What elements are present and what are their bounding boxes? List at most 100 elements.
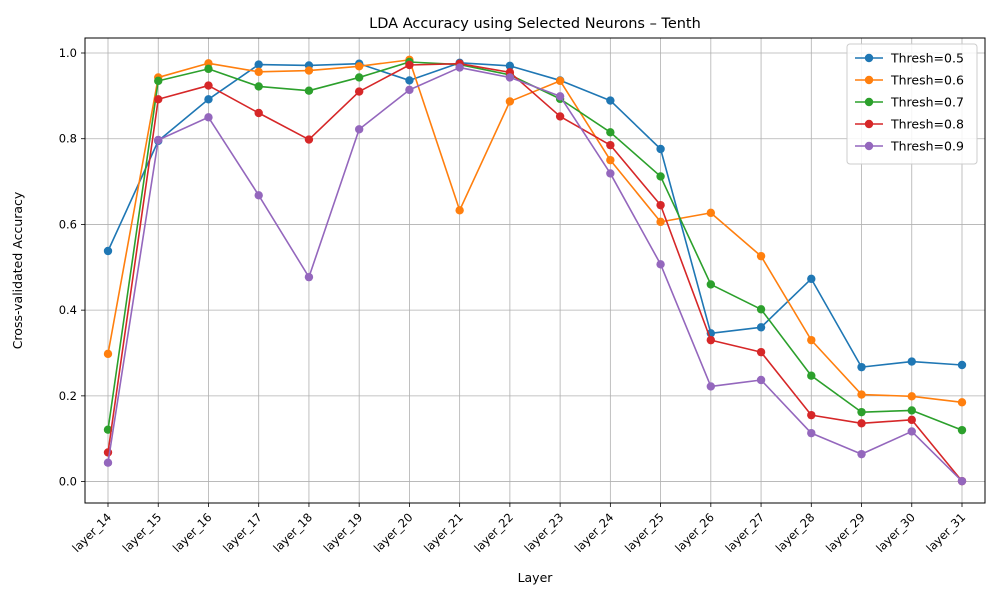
x-tick-label: layer_23 [522,510,567,555]
data-point [254,82,263,91]
data-point [706,208,716,218]
data-point [606,96,615,105]
plot-area-frame [84,37,986,504]
series-1 [103,58,967,372]
x-tick-label: layer_30 [873,510,918,555]
y-axis-ticks: 0.0 0.2 0.4 0.6 0.8 1.0 [59,46,85,489]
legend-label: Thresh=0.8 [890,117,964,132]
series-line [107,59,963,404]
data-point [455,63,464,72]
y-tick-label: 0.4 [59,303,77,317]
data-point [204,95,213,104]
data-point [756,375,766,385]
x-tick-label: layer_20 [371,510,416,555]
data-point [405,85,414,95]
x-tick-label: layer_19 [321,510,366,555]
y-tick-label: 0.8 [59,132,77,146]
x-axis-ticks: layer_14 layer_15 layer_16 layer_17 layer_18… [69,503,968,555]
data-point [405,60,414,70]
data-point [957,398,967,407]
data-point [505,73,515,82]
x-tick-label: layer_29 [823,510,868,555]
data-point [304,135,314,144]
data-point [154,135,163,145]
legend-marker [864,53,874,63]
x-tick-label: layer_17 [220,510,265,555]
legend-marker [864,75,874,85]
data-point [756,251,766,261]
data-point [907,415,916,425]
x-axis-title: Layer [518,570,554,585]
series-4 [103,59,967,486]
data-point [606,169,615,178]
y-tick-label: 0.0 [59,475,77,489]
data-point [455,206,464,215]
data-point [555,112,565,121]
series-3 [103,57,967,435]
data-point [204,113,213,122]
x-tick-label: layer_22 [471,510,516,555]
grid [85,38,985,503]
y-tick-label: 0.2 [59,389,77,403]
data-point [606,155,615,165]
legend-marker [864,119,874,129]
x-tick-label: layer_24 [572,510,617,555]
series-2 [103,55,967,407]
legend-item: Thresh=0.6 [855,73,964,88]
series-5 [103,63,967,486]
data-point [807,428,816,438]
data-point [304,272,314,282]
legend-item: Thresh=0.7 [855,95,964,110]
x-tick-label: layer_18 [270,510,315,555]
data-point [656,260,665,269]
legend: Thresh=0.5 Thresh=0.6 Thresh=0.7 Thresh=0.8… [846,43,978,165]
data-point [405,76,414,85]
data-point [254,108,263,118]
data-point [555,76,565,86]
data-point [103,246,113,256]
data-point [907,392,916,401]
data-point [907,357,916,366]
data-point [103,448,113,457]
data-point [354,73,364,82]
legend-label: Thresh=0.5 [890,51,964,66]
data-point [656,200,665,210]
data-point [254,60,263,69]
data-point [857,390,866,399]
data-point [606,128,615,137]
data-point [756,347,766,357]
series-group [103,55,967,486]
series-line [107,66,963,482]
legend-label: Thresh=0.6 [890,73,964,88]
y-tick-label: 0.6 [59,217,77,231]
data-point [354,62,364,71]
data-point [505,97,515,106]
data-point [505,61,515,71]
data-point [254,67,263,77]
x-tick-label: layer_21 [421,510,466,555]
data-point [857,407,866,417]
data-point [354,87,364,96]
data-point [807,371,816,380]
x-tick-label: layer_31 [923,510,968,555]
data-point [304,66,314,75]
data-point [555,92,565,101]
data-point [154,76,163,86]
y-tick-label: 1.0 [59,46,77,60]
data-point [907,427,916,436]
data-point [103,458,113,467]
legend-item: Thresh=0.9 [855,139,964,154]
data-point [907,406,916,415]
legend-marker [864,97,874,107]
data-point [354,125,364,134]
data-point [957,360,967,370]
data-point [857,449,866,459]
data-point [756,305,766,314]
data-point [656,172,665,181]
y-axis-title: Cross-validated Accuracy [10,191,25,349]
data-point [254,191,263,200]
data-point [656,144,665,154]
chart-title: LDA Accuracy using Selected Neurons – Te… [369,16,701,32]
data-point [154,95,163,104]
